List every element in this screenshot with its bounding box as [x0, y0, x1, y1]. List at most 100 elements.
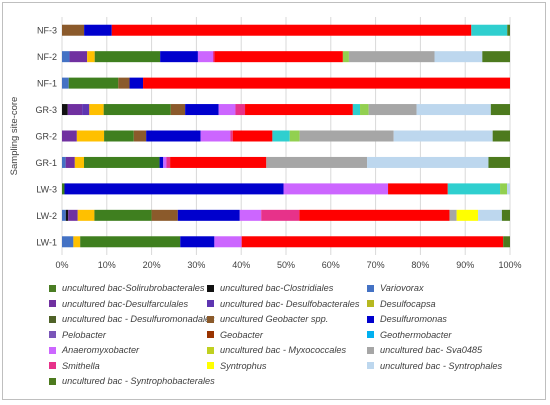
bar-segment — [213, 51, 215, 63]
bar-segment — [368, 104, 417, 116]
bar-segment — [501, 209, 510, 221]
legend-swatch — [367, 346, 374, 354]
bar-segment — [62, 209, 66, 221]
legend-label: uncultured bac - Myxococcales — [220, 345, 347, 355]
bar-segment — [62, 77, 69, 89]
bar-segment — [299, 209, 450, 221]
legend-swatch — [49, 300, 56, 307]
bar-segment — [103, 104, 171, 116]
bar-segment — [214, 236, 242, 248]
legend-swatch — [49, 284, 56, 292]
bar-segment — [488, 156, 510, 168]
bar-segment — [393, 130, 493, 142]
bar-segment — [62, 236, 74, 248]
bar-segment — [214, 51, 343, 63]
x-tick-label: 10% — [98, 260, 116, 270]
bar-segment — [482, 51, 510, 63]
legend-label: Geothermobacter — [380, 329, 452, 340]
category-label: LW-1 — [36, 237, 57, 247]
legend-label: Desulfuromonas — [380, 314, 447, 324]
legend-item: Pelobacter — [49, 328, 106, 342]
legend-swatch — [207, 331, 214, 338]
legend-label: uncultured bac- Sva0485 — [380, 345, 483, 355]
bar-segment — [129, 77, 144, 89]
bar-segment — [239, 209, 262, 221]
bar-segment — [159, 156, 164, 168]
bar-segment — [367, 156, 489, 168]
legend-item: uncultured bac-Solirubrobacterales — [49, 281, 205, 295]
x-tick-label: 40% — [232, 260, 250, 270]
legend-label: uncultured bac-Solirubrobacterales — [62, 283, 205, 293]
legend-item: Geobacter — [207, 328, 263, 342]
bar-segment — [64, 183, 284, 195]
legend-item: uncultured bac-Clostridiales — [207, 281, 333, 295]
category-label: LW-3 — [36, 184, 57, 194]
bar-segment — [65, 156, 75, 168]
bar-segment — [507, 183, 510, 195]
bar-segment — [266, 156, 368, 168]
bar-segment — [62, 51, 70, 63]
legend-swatch — [207, 346, 214, 354]
legend-item: uncultured bac- Desulfobacterales — [207, 297, 359, 311]
bar-segment — [360, 104, 369, 116]
legend-label: Desulfocapsa — [380, 298, 436, 309]
bar-segment — [67, 104, 83, 116]
bar-segment — [160, 51, 198, 63]
legend-swatch — [49, 315, 56, 323]
bar-segment — [62, 183, 65, 195]
legend-item: uncultured bac - Syntrophobacterales — [49, 374, 215, 388]
stacked-bar-chart: 0% 10% 20% 30% 40% 50% 60% 70% 80% 90% 100% LW-1 LW-… — [9, 17, 522, 270]
x-tick-label: 20% — [143, 260, 161, 270]
bar-segment — [416, 104, 491, 116]
bar-segment — [94, 51, 161, 63]
legend-swatch — [49, 377, 56, 385]
bar-segment — [62, 24, 85, 36]
bar-segment — [342, 51, 349, 63]
bar-segment — [111, 24, 472, 36]
bar-segment — [77, 209, 95, 221]
category-label: LW-2 — [36, 211, 57, 221]
bar-segment — [163, 156, 167, 168]
bar-segment — [492, 130, 510, 142]
bar-segment — [490, 104, 510, 116]
bar-segment — [185, 104, 219, 116]
bar-segment — [388, 183, 448, 195]
bar-segment — [82, 104, 90, 116]
category-label: GR-3 — [35, 105, 57, 115]
bar-segment — [76, 130, 105, 142]
bar-segment — [456, 209, 479, 221]
x-tick-label: 60% — [322, 260, 340, 270]
bar-segment — [143, 77, 510, 89]
bar-segment — [241, 236, 504, 248]
bar-segment — [289, 130, 300, 142]
bar-segment — [177, 209, 240, 221]
bar-segment — [283, 183, 389, 195]
bar-segment — [73, 236, 81, 248]
bar-segment — [218, 104, 236, 116]
bar-segment — [272, 130, 290, 142]
category-label: NF-1 — [37, 79, 57, 89]
x-tick-label: 100% — [498, 260, 521, 270]
bar-segment — [74, 156, 84, 168]
legend-swatch — [367, 300, 374, 307]
bar-segment — [447, 183, 501, 195]
bar-segment — [503, 236, 510, 248]
bar-segment — [94, 209, 152, 221]
bar-segment — [197, 51, 214, 63]
bar-segment — [200, 130, 231, 142]
legend-item: Desulfocapsa — [367, 297, 436, 311]
legend-label: Smithella — [62, 360, 100, 371]
bar-segment — [80, 236, 181, 248]
bar-segment — [232, 130, 273, 142]
bar-segment — [299, 130, 394, 142]
bar-segment — [69, 51, 88, 63]
legend-label: uncultured bac - Desulfuromonadales — [62, 314, 215, 324]
bar-segment — [261, 209, 300, 221]
category-label: GR-2 — [35, 132, 57, 142]
legend-item: uncultured bac - Myxococcales — [207, 343, 346, 357]
legend-label: Pelobacter — [62, 329, 106, 340]
bar-segment — [500, 183, 508, 195]
legend-swatch — [367, 331, 374, 338]
x-tick-label: 70% — [367, 260, 385, 270]
legend-label: uncultured bac - Syntrophobacterales — [62, 376, 215, 386]
